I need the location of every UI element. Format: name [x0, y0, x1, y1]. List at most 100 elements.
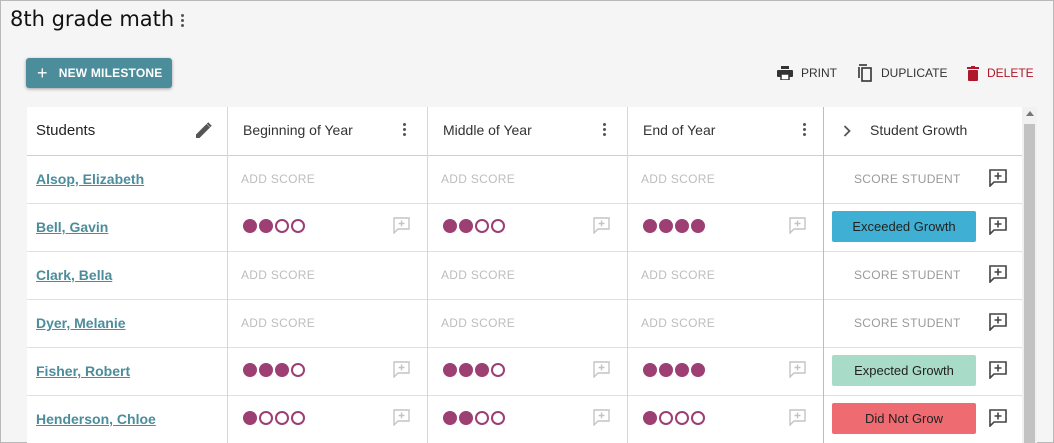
student-name-link[interactable]: Dyer, Melanie [36, 315, 126, 331]
add-comment-icon[interactable] [393, 409, 410, 431]
growth-cell[interactable]: Exceeded Growth [824, 203, 1022, 251]
add-score-label[interactable]: ADD SCORE [641, 268, 716, 282]
end-score-cell[interactable] [628, 203, 823, 251]
growth-status-badge[interactable]: Did Not Grow [832, 403, 976, 434]
beginning-column-menu-icon[interactable] [402, 123, 406, 136]
score-dots [243, 219, 305, 233]
empty-score-dot [291, 363, 305, 377]
student-name-link[interactable]: Henderson, Chloe [36, 411, 156, 427]
middle-score-cell[interactable] [428, 203, 627, 251]
empty-score-dot [675, 411, 689, 425]
add-comment-icon[interactable] [593, 409, 610, 431]
empty-score-dot [691, 411, 705, 425]
beginning-score-cell[interactable]: ADD SCORE [228, 299, 427, 347]
table-header-row: Students Beginning of Year Middle of Yea… [27, 107, 1022, 156]
score-student-button[interactable]: SCORE STUDENT [854, 172, 961, 186]
growth-cell[interactable]: SCORE STUDENT [824, 299, 1022, 347]
middle-column-menu-icon[interactable] [602, 123, 606, 136]
add-score-label[interactable]: ADD SCORE [441, 268, 516, 282]
filled-score-dot [659, 219, 673, 233]
add-score-label[interactable]: ADD SCORE [641, 172, 716, 186]
add-score-label[interactable]: ADD SCORE [241, 268, 316, 282]
add-comment-icon[interactable] [393, 361, 410, 383]
student-name-link[interactable]: Alsop, Elizabeth [36, 171, 145, 187]
add-comment-icon[interactable] [593, 217, 610, 239]
student-name-link[interactable]: Clark, Bella [36, 267, 113, 283]
add-comment-icon[interactable] [989, 217, 1007, 240]
beginning-score-cell[interactable]: ADD SCORE [228, 251, 427, 299]
add-comment-icon[interactable] [593, 361, 610, 383]
growth-status-badge[interactable]: Expected Growth [832, 355, 976, 386]
trash-icon [967, 65, 979, 81]
print-button[interactable]: PRINT [777, 64, 837, 82]
student-cell: Clark, Bella [27, 251, 227, 299]
score-dots [643, 219, 705, 233]
add-comment-icon[interactable] [989, 265, 1007, 288]
empty-score-dot [259, 411, 273, 425]
table-row: Dyer, Melanie ADD SCORE ADD SCORE ADD SCORE… [27, 299, 1022, 348]
score-student-button[interactable]: SCORE STUDENT [854, 316, 961, 330]
filled-score-dot [475, 363, 489, 377]
add-score-label[interactable]: ADD SCORE [241, 172, 316, 186]
duplicate-label: DUPLICATE [881, 66, 948, 80]
beginning-score-cell[interactable] [228, 203, 427, 251]
add-comment-icon[interactable] [989, 409, 1007, 432]
chevron-right-icon[interactable] [843, 125, 851, 137]
beginning-score-cell[interactable] [228, 395, 427, 443]
filled-score-dot [243, 219, 257, 233]
end-score-cell[interactable]: ADD SCORE [628, 155, 823, 203]
add-score-label[interactable]: ADD SCORE [641, 316, 716, 330]
column-divider [227, 107, 228, 443]
filled-score-dot [643, 219, 657, 233]
growth-column-header: Student Growth [824, 107, 1022, 155]
beginning-score-cell[interactable] [228, 347, 427, 395]
student-cell: Bell, Gavin [27, 203, 227, 251]
growth-cell[interactable]: SCORE STUDENT [824, 251, 1022, 299]
middle-score-cell[interactable]: ADD SCORE [428, 155, 627, 203]
filled-score-dot [443, 219, 457, 233]
table-row: Henderson, Chloe Did Not Grow [27, 395, 1022, 443]
add-comment-icon[interactable] [989, 169, 1007, 192]
beginning-score-cell[interactable]: ADD SCORE [228, 155, 427, 203]
edit-pencil-icon[interactable] [195, 122, 212, 139]
page-menu-icon[interactable] [180, 14, 184, 27]
end-score-cell[interactable]: ADD SCORE [628, 299, 823, 347]
filled-score-dot [243, 363, 257, 377]
beginning-header-label: Beginning of Year [243, 122, 353, 138]
column-divider [427, 107, 428, 443]
table-row: Fisher, Robert Expected Growth [27, 347, 1022, 396]
new-milestone-button[interactable]: + NEW MILESTONE [26, 58, 172, 88]
scrollbar-thumb[interactable] [1024, 124, 1035, 443]
middle-score-cell[interactable] [428, 395, 627, 443]
add-comment-icon[interactable] [789, 217, 806, 239]
filled-score-dot [459, 363, 473, 377]
growth-status-badge[interactable]: Exceeded Growth [832, 211, 976, 242]
add-comment-icon[interactable] [989, 313, 1007, 336]
end-column-menu-icon[interactable] [802, 123, 806, 136]
score-student-button[interactable]: SCORE STUDENT [854, 268, 961, 282]
add-comment-icon[interactable] [789, 409, 806, 431]
add-comment-icon[interactable] [789, 361, 806, 383]
add-score-label[interactable]: ADD SCORE [241, 316, 316, 330]
middle-score-cell[interactable] [428, 347, 627, 395]
growth-cell[interactable]: SCORE STUDENT [824, 155, 1022, 203]
student-name-link[interactable]: Bell, Gavin [36, 219, 109, 235]
scroll-up-arrow-icon[interactable] [1026, 111, 1034, 116]
middle-score-cell[interactable]: ADD SCORE [428, 299, 627, 347]
student-cell: Fisher, Robert [27, 347, 227, 395]
add-score-label[interactable]: ADD SCORE [441, 316, 516, 330]
add-comment-icon[interactable] [989, 361, 1007, 384]
end-score-cell[interactable] [628, 347, 823, 395]
add-comment-icon[interactable] [393, 217, 410, 239]
duplicate-button[interactable]: DUPLICATE [857, 64, 947, 82]
end-score-cell[interactable] [628, 395, 823, 443]
growth-cell[interactable]: Expected Growth [824, 347, 1022, 395]
score-dots [443, 411, 505, 425]
growth-cell[interactable]: Did Not Grow [824, 395, 1022, 443]
filled-score-dot [275, 363, 289, 377]
add-score-label[interactable]: ADD SCORE [441, 172, 516, 186]
end-score-cell[interactable]: ADD SCORE [628, 251, 823, 299]
student-name-link[interactable]: Fisher, Robert [36, 363, 131, 379]
middle-score-cell[interactable]: ADD SCORE [428, 251, 627, 299]
delete-button[interactable]: DELETE [967, 64, 1034, 82]
